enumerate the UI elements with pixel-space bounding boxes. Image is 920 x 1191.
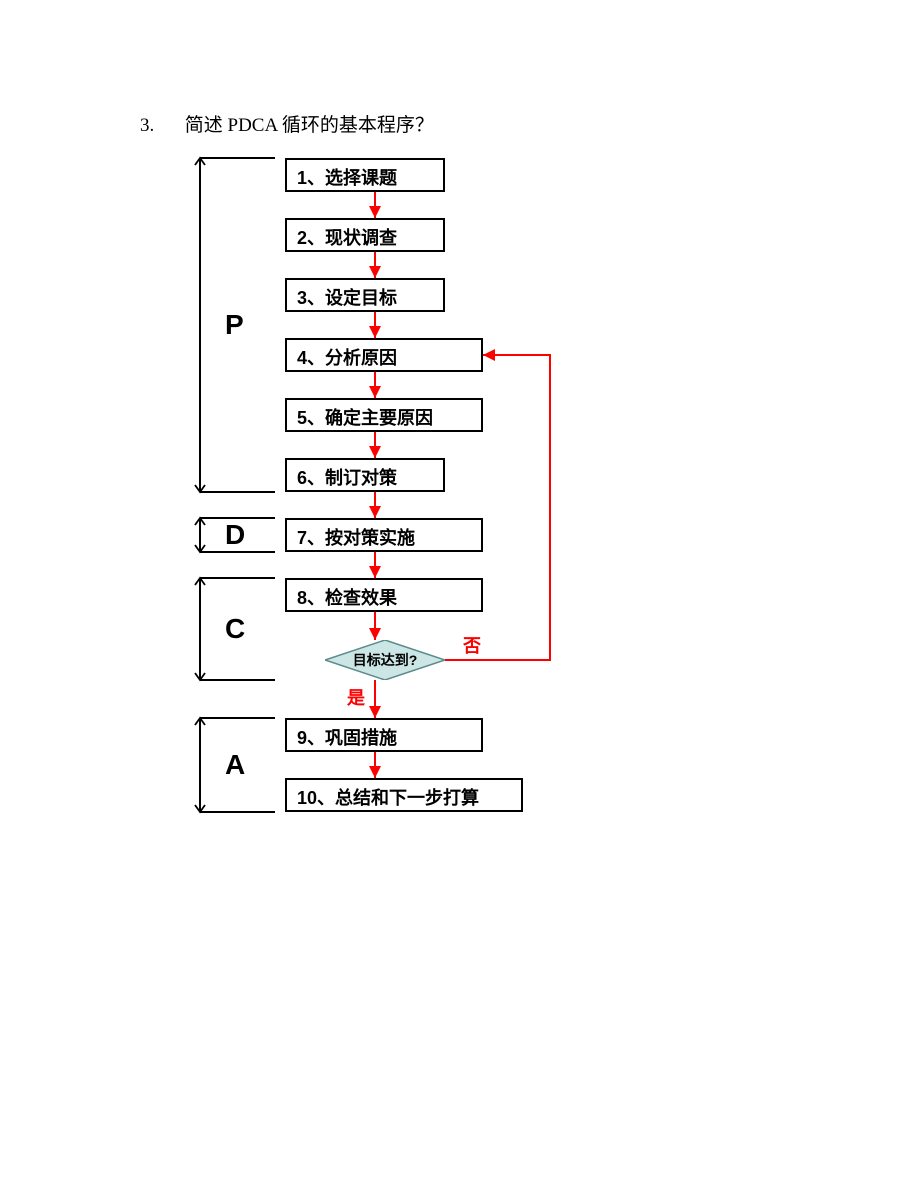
- flow-node-9: 10、总结和下一步打算: [285, 778, 523, 812]
- stage-label-P: P: [225, 309, 244, 341]
- yes-label: 是: [347, 684, 365, 710]
- flow-node-0: 1、选择课题: [285, 158, 445, 192]
- flow-node-8: 9、巩固措施: [285, 718, 483, 752]
- stage-label-C: C: [225, 613, 245, 645]
- no-label: 否: [463, 632, 481, 658]
- question-number: 3.: [140, 115, 180, 137]
- decision-label: 目标达到?: [325, 640, 445, 680]
- question-text: 简述 PDCA 循环的基本程序？: [185, 115, 434, 136]
- decision-node: 目标达到?: [325, 640, 445, 680]
- flow-node-7: 8、检查效果: [285, 578, 483, 612]
- flow-node-5: 6、制订对策: [285, 458, 445, 492]
- flow-node-6: 7、按对策实施: [285, 518, 483, 552]
- page: 3. 简述 PDCA 循环的基本程序？ 1、选择课题 2、现状调查 3、设定目标 4、…: [0, 0, 920, 1191]
- flow-node-1: 2、现状调查: [285, 218, 445, 252]
- stage-label-A: A: [225, 749, 245, 781]
- pdca-flowchart: 1、选择课题 2、现状调查 3、设定目标 4、分析原因 5、确定主要原因 6、制订对策 7、…: [190, 150, 640, 870]
- flowchart-lines: [190, 150, 640, 870]
- flow-node-3: 4、分析原因: [285, 338, 483, 372]
- flow-node-2: 3、设定目标: [285, 278, 445, 312]
- question-line: 3. 简述 PDCA 循环的基本程序？: [140, 110, 434, 137]
- stage-label-D: D: [225, 519, 245, 551]
- flow-node-4: 5、确定主要原因: [285, 398, 483, 432]
